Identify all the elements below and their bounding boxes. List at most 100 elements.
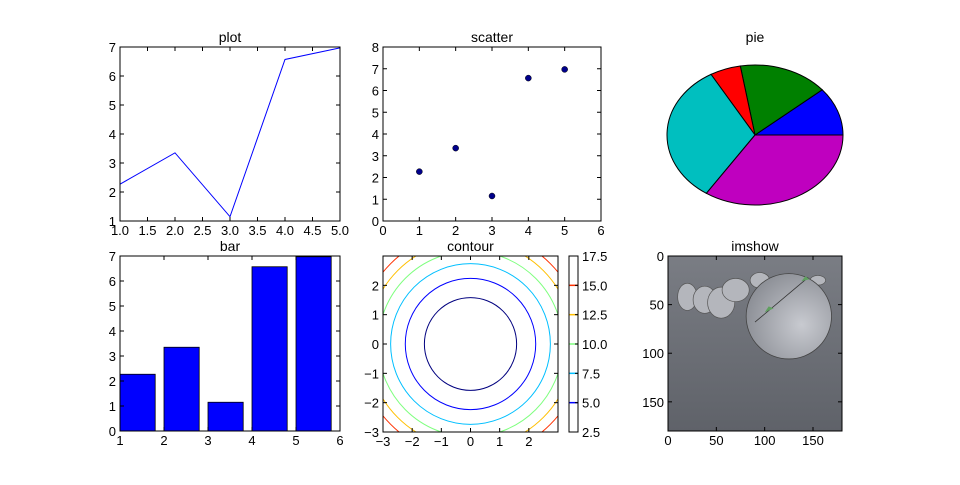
- y-tick-label: 1: [109, 214, 116, 229]
- y-tick-label: 4: [109, 324, 116, 339]
- y-tick-label: 3: [109, 349, 116, 364]
- y-tick-label: 100: [642, 346, 664, 361]
- subplot-scatter: scatter 0 1 2 3 4 5 6 0 1 2 3 4 5 6 7 8: [372, 29, 605, 238]
- pie-slice: [666, 73, 756, 194]
- chart-title: plot: [219, 29, 242, 45]
- colorbar-tick-label: 17.5: [582, 249, 607, 264]
- x-tick-label: 0: [467, 434, 474, 449]
- x-tick-label: 1: [416, 223, 423, 238]
- y-tick-label: 2: [109, 185, 116, 200]
- scatter-point: [488, 192, 496, 200]
- x-tick-label: 0: [664, 433, 671, 448]
- green-marker: [801, 276, 810, 282]
- green-marker: [764, 306, 774, 313]
- scatter-point: [452, 144, 459, 152]
- x-tick-label: 0: [379, 223, 386, 238]
- colorbar-tick-label: 10.0: [582, 337, 607, 352]
- x-tick-label: 2.5: [193, 223, 211, 238]
- x-tick-label: 4.0: [276, 223, 294, 238]
- x-tick-label: 100: [754, 433, 776, 448]
- y-tick-label: 5: [109, 299, 116, 314]
- y-tick-label: 6: [109, 274, 116, 289]
- x-tick-label: 6: [597, 223, 604, 238]
- colorbar-tick-label: 12.5: [582, 308, 607, 323]
- chart-title: pie: [746, 29, 765, 45]
- x-tick-label: 150: [802, 433, 824, 448]
- y-tick-label: 150: [642, 395, 664, 410]
- y-tick-label: 4: [109, 127, 116, 142]
- subplot-pie: pie: [666, 29, 844, 206]
- x-tick-label: 50: [709, 433, 723, 448]
- colorbar-tick-label: 5.0: [582, 396, 600, 411]
- y-tick-label: 7: [109, 40, 116, 55]
- axes-frame: [667, 255, 843, 432]
- subplot-contour: contour 2.5 5.0 7.5 10.0 12.5 15.0 17.5 −3 −2 −1 0 1…: [364, 238, 607, 449]
- y-tick-label: −3: [364, 425, 379, 440]
- contour-line: [383, 256, 558, 432]
- chart-title: bar: [220, 238, 241, 254]
- chart-title: scatter: [471, 29, 513, 45]
- colorbar-tick-label: 15.0: [582, 278, 607, 293]
- y-tick-label: −2: [364, 396, 379, 411]
- y-tick-label: 1: [109, 399, 116, 414]
- subplot-image: imshow 0 50 100 150 0 50 100 150: [642, 238, 843, 448]
- axes-frame: [119, 46, 341, 222]
- y-tick-label: 5: [109, 98, 116, 113]
- y-tick-label: 50: [650, 298, 664, 313]
- scatter-point: [525, 74, 532, 82]
- sphere-seam: [754, 277, 809, 323]
- contour-line: [404, 277, 537, 411]
- y-tick-label: 1: [372, 192, 379, 207]
- contour-line: [390, 263, 551, 425]
- y-tick-label: 2: [372, 171, 379, 186]
- x-tick-label: 2: [160, 433, 167, 448]
- x-tick-label: 1.0: [111, 223, 129, 238]
- y-tick-label: 0: [657, 249, 664, 264]
- contour-line: [383, 256, 558, 432]
- bar: [251, 266, 288, 432]
- scatter-point: [416, 168, 423, 175]
- y-tick-label: −1: [364, 366, 379, 381]
- x-tick-label: 3: [488, 223, 495, 238]
- x-tick-label: 2.0: [166, 223, 184, 238]
- y-tick-label: 6: [372, 84, 379, 99]
- bar: [295, 256, 332, 432]
- x-tick-label: 3: [204, 433, 211, 448]
- y-tick-label: 3: [372, 149, 379, 164]
- robot-sphere: [745, 273, 832, 360]
- axes-frame: [119, 255, 341, 432]
- y-tick-label: 2: [372, 278, 379, 293]
- y-tick-label: 4: [372, 127, 379, 142]
- y-tick-label: 0: [109, 424, 116, 439]
- robot-part: [721, 278, 750, 303]
- x-tick-label: 5: [561, 223, 568, 238]
- contour-line: [383, 256, 558, 432]
- x-tick-label: 4.5: [303, 223, 321, 238]
- x-tick-label: 2: [525, 434, 532, 449]
- pie-slice: [705, 134, 844, 206]
- y-tick-label: 1: [372, 308, 379, 323]
- x-tick-label: 1: [496, 434, 503, 449]
- x-tick-label: 5: [292, 433, 299, 448]
- bar: [119, 373, 156, 432]
- x-tick-label: 6: [336, 433, 343, 448]
- y-tick-label: 0: [372, 214, 379, 229]
- x-tick-label: −2: [405, 434, 420, 449]
- x-tick-label: −3: [376, 434, 391, 449]
- x-tick-label: 3.5: [248, 223, 266, 238]
- x-tick-label: −1: [434, 434, 449, 449]
- x-tick-label: 4: [525, 223, 532, 238]
- y-tick-label: 3: [109, 156, 116, 171]
- x-tick-label: 5.0: [331, 223, 349, 238]
- y-tick-label: 7: [109, 249, 116, 264]
- x-tick-label: 2: [452, 223, 459, 238]
- y-tick-label: 0: [372, 337, 379, 352]
- chart-title: contour: [447, 238, 494, 254]
- axes-frame: [382, 255, 559, 433]
- x-tick-label: 1.5: [138, 223, 156, 238]
- y-tick-label: 5: [372, 105, 379, 120]
- bar: [163, 346, 200, 432]
- data-line: [119, 47, 341, 218]
- x-tick-label: 1: [116, 433, 123, 448]
